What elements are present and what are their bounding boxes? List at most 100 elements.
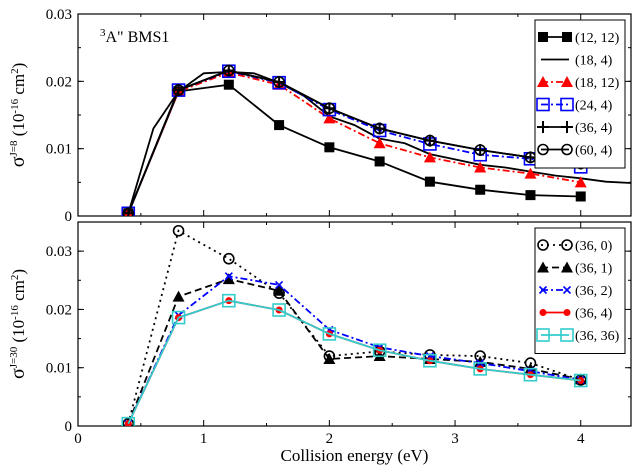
data-point <box>273 284 286 296</box>
x-tick-label: 0 <box>74 431 82 447</box>
data-point <box>272 303 286 317</box>
annotation-label: 3A" BMS1 <box>100 27 169 46</box>
series-36-36 <box>121 293 588 426</box>
data-point <box>222 293 236 308</box>
data-point <box>575 191 586 202</box>
legend-box <box>534 227 626 354</box>
data-point <box>122 207 135 216</box>
series-line <box>127 229 581 424</box>
legend-entry: (36, 1) <box>537 261 613 277</box>
data-point <box>323 102 336 115</box>
data-point <box>223 79 234 90</box>
data-point <box>474 144 486 156</box>
legend-marker <box>561 239 573 251</box>
legend-entry: (36, 0) <box>537 239 613 254</box>
legend-marker <box>562 32 572 42</box>
data-point <box>573 373 588 388</box>
panel-2: 0 0.01 0.02 0.03 0 1 2 3 4 σJ=30 (10-16 cm2) Colli… <box>7 221 632 465</box>
legend-marker <box>561 121 573 133</box>
legend-entry: (60, 4) <box>537 143 613 159</box>
legend-marker <box>537 143 549 156</box>
legend-entry: (36, 2) <box>538 284 613 299</box>
series-line <box>127 71 581 214</box>
series-line <box>127 278 581 425</box>
legend-label: (36, 4) <box>575 121 613 136</box>
data-point <box>424 134 436 147</box>
series-36-2 <box>124 272 585 426</box>
data-point <box>577 377 585 385</box>
y-tick-label: 0.03 <box>46 7 72 23</box>
series-36-1 <box>123 273 587 426</box>
data-point <box>322 327 337 341</box>
y-tick-label: 0.01 <box>46 361 72 377</box>
y-tick-label: 0.03 <box>46 244 72 260</box>
plot-frame <box>77 221 632 427</box>
legend-label: (36, 36) <box>575 329 620 344</box>
legend-marker <box>537 239 549 251</box>
series-line <box>127 275 581 425</box>
x-tick-label: 4 <box>577 431 585 447</box>
y-tick-label: 0.01 <box>46 142 72 158</box>
legend: (36, 0) (36, 1) (36, 2) (36, 4) (36, 36) <box>534 227 626 354</box>
data-point <box>473 362 487 376</box>
y-tick-label: 0 <box>65 419 73 435</box>
data-point <box>423 353 437 368</box>
legend-label: (36, 4) <box>575 307 613 322</box>
legend-box <box>534 19 626 169</box>
data-point <box>121 416 136 426</box>
y-axis-label: σJ=8 (10-16 cm2) <box>7 63 29 168</box>
series-line <box>127 70 581 214</box>
legend-entry: (18, 4) <box>541 54 613 69</box>
legend-marker <box>560 328 574 342</box>
legend-entry: (36, 36) <box>536 328 620 344</box>
series-12-12 <box>123 79 586 216</box>
legend-marker <box>536 97 550 112</box>
data-point <box>475 184 486 195</box>
y-tick-label: 0.02 <box>46 302 72 318</box>
legend-marker <box>561 76 573 87</box>
data-point <box>171 310 186 325</box>
series-line <box>127 299 581 425</box>
legend-entry: (36, 4) <box>539 307 613 322</box>
data-point <box>324 142 335 153</box>
y-axis-label: σJ=30 (10-16 cm2) <box>7 269 29 379</box>
data-point <box>224 272 233 281</box>
panel-1: 0 0.01 0.02 0.03 σJ=8 (10-16 cm2) 3A" BMS1 (12… <box>7 7 632 225</box>
data-point <box>172 224 185 237</box>
data-point <box>374 156 385 167</box>
legend-label: (36, 2) <box>575 284 613 299</box>
data-point <box>474 355 487 367</box>
data-point <box>323 112 336 124</box>
legend-label: (24, 4) <box>575 99 613 114</box>
x-tick-label: 2 <box>326 431 334 447</box>
data-point <box>274 120 285 131</box>
legend-label: (12, 12) <box>575 31 620 46</box>
data-point <box>122 207 135 216</box>
legend-marker <box>560 97 574 112</box>
series-36-4 <box>122 64 587 216</box>
legend-label: (36, 0) <box>575 239 613 254</box>
legend-marker <box>539 309 547 316</box>
legend-entry: (36, 4) <box>537 121 613 136</box>
series-line <box>127 299 581 425</box>
legend-label: (18, 4) <box>575 54 613 69</box>
legend: (12, 12) (18, 4) (18, 12) (24, 4) (36, 4) (60… <box>534 19 626 169</box>
legend-entry: (12, 12) <box>538 31 620 46</box>
data-point <box>524 167 537 179</box>
data-point <box>523 367 538 382</box>
legend-marker <box>562 285 572 295</box>
data-point <box>574 176 587 188</box>
data-point <box>474 161 487 173</box>
y-tick-label: 0 <box>65 209 73 225</box>
series-line <box>127 69 581 214</box>
legend-marker <box>537 76 549 87</box>
series-24-4 <box>121 64 588 216</box>
legend-marker <box>561 261 573 273</box>
x-tick-label: 1 <box>200 431 208 447</box>
data-point <box>525 190 536 201</box>
legend-label: (18, 12) <box>575 76 620 91</box>
legend-marker <box>538 285 548 295</box>
data-point <box>222 273 235 285</box>
series-36-4 <box>124 297 585 426</box>
